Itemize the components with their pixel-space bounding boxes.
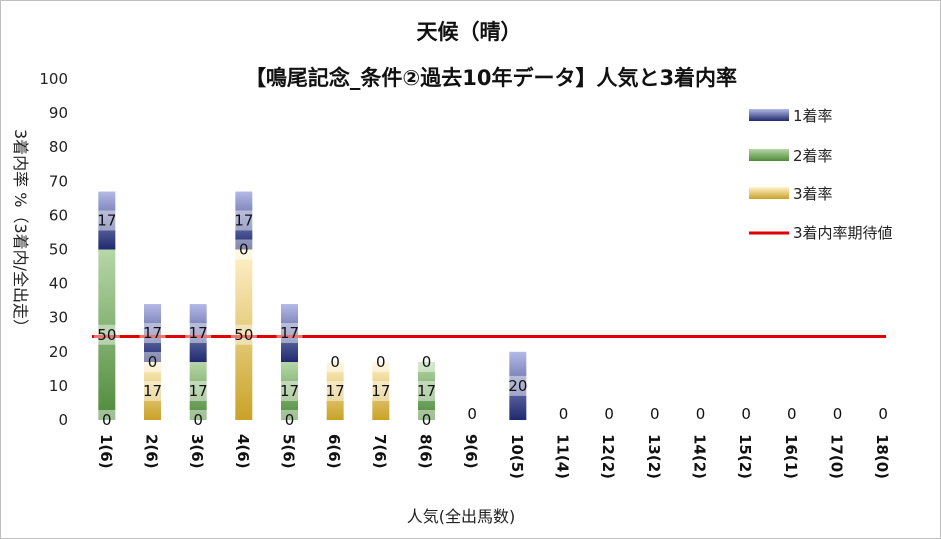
data-label: 0 — [422, 411, 432, 429]
x-tick-label: 10(5) — [508, 434, 526, 479]
x-tick-label: 8(6) — [417, 434, 435, 469]
data-label: 50 — [97, 326, 116, 344]
y-tick-label: 70 — [49, 172, 68, 190]
legend: 1着率 2着率 3着率 3着内率期待値 — [749, 107, 893, 242]
y-tick-label: 100 — [39, 70, 68, 88]
x-tick-label: 11(4) — [554, 434, 572, 479]
data-label: 17 — [143, 382, 162, 400]
data-label: 50 — [234, 326, 253, 344]
x-axis-title: 人気(全出馬数) — [407, 507, 516, 526]
x-tick-label: 3(6) — [188, 434, 206, 469]
data-labels: 0 50 17 17 0 17 0 17 17 50 0 17 0 17 17 17 0 17 0 0 17 0 0 20 0 0… — [94, 211, 896, 430]
y-axis-title: 3着内率 %（3着内/全出走） — [11, 129, 30, 335]
x-tick-labels: 1(6) 2(6) 3(6) 4(6) 5(6) 6(6) 7(6) 8(6) 9(6) 10(5… — [97, 434, 891, 479]
data-label: 0 — [787, 405, 797, 423]
legend-swatch — [749, 109, 789, 121]
y-tick-label: 10 — [49, 377, 68, 395]
data-label: 20 — [508, 377, 527, 395]
x-tick-label: 15(2) — [736, 434, 754, 479]
x-tick-label: 6(6) — [325, 434, 343, 469]
data-label: 0 — [467, 405, 477, 423]
data-label: 0 — [696, 405, 706, 423]
y-tick-label: 80 — [49, 138, 68, 156]
data-label: 17 — [280, 324, 299, 342]
y-tick-label: 50 — [49, 241, 68, 259]
x-tick-label: 9(6) — [462, 434, 480, 469]
x-tick-label: 4(6) — [234, 434, 252, 469]
legend-label: 1着率 — [793, 107, 833, 125]
chart-subtitle: 【鳴尾記念_条件②過去10年データ】人気と3着内率 — [245, 66, 737, 90]
data-label: 0 — [650, 405, 660, 423]
data-label: 17 — [234, 212, 253, 230]
data-label: 17 — [143, 324, 162, 342]
data-label: 17 — [189, 324, 208, 342]
legend-swatch — [749, 187, 789, 199]
x-tick-label: 13(2) — [645, 434, 663, 479]
x-tick-label: 14(2) — [691, 434, 709, 479]
data-label: 0 — [422, 353, 432, 371]
data-label: 0 — [102, 411, 112, 429]
legend-label: 2着率 — [793, 147, 833, 165]
x-tick-label: 18(0) — [873, 434, 891, 479]
y-tick-label: 90 — [49, 104, 68, 122]
data-label: 0 — [878, 405, 888, 423]
legend-label: 3着率 — [793, 185, 833, 203]
data-label: 0 — [559, 405, 569, 423]
data-label: 0 — [193, 411, 203, 429]
y-tick-label: 0 — [58, 411, 68, 429]
data-label: 0 — [148, 353, 158, 371]
x-tick-label: 1(6) — [97, 434, 115, 469]
data-label: 0 — [285, 411, 295, 429]
data-label: 0 — [604, 405, 614, 423]
data-label: 17 — [326, 382, 345, 400]
data-label: 17 — [97, 212, 116, 230]
x-tick-label: 17(0) — [828, 434, 846, 479]
data-label: 0 — [239, 241, 249, 259]
x-tick-label: 2(6) — [143, 434, 161, 469]
data-label: 0 — [741, 405, 751, 423]
data-label: 0 — [330, 353, 340, 371]
legend-label: 3着内率期待値 — [793, 224, 893, 242]
y-tick-label: 60 — [49, 206, 68, 224]
data-label: 0 — [833, 405, 843, 423]
x-tick-label: 16(1) — [782, 434, 800, 479]
x-tick-label: 7(6) — [371, 434, 389, 469]
y-tick-label: 20 — [49, 343, 68, 361]
data-label: 17 — [189, 382, 208, 400]
y-tick-labels: 0 10 20 30 40 50 60 70 80 90 100 — [39, 70, 68, 429]
data-label: 0 — [376, 353, 386, 371]
chart-title: 天候（晴） — [417, 20, 522, 44]
data-label: 17 — [280, 382, 299, 400]
y-tick-label: 30 — [49, 309, 68, 327]
legend-swatch — [749, 149, 789, 161]
data-label: 17 — [417, 382, 436, 400]
data-label: 17 — [371, 382, 390, 400]
x-tick-label: 12(2) — [599, 434, 617, 479]
x-tick-label: 5(6) — [280, 434, 298, 469]
y-tick-label: 40 — [49, 275, 68, 293]
